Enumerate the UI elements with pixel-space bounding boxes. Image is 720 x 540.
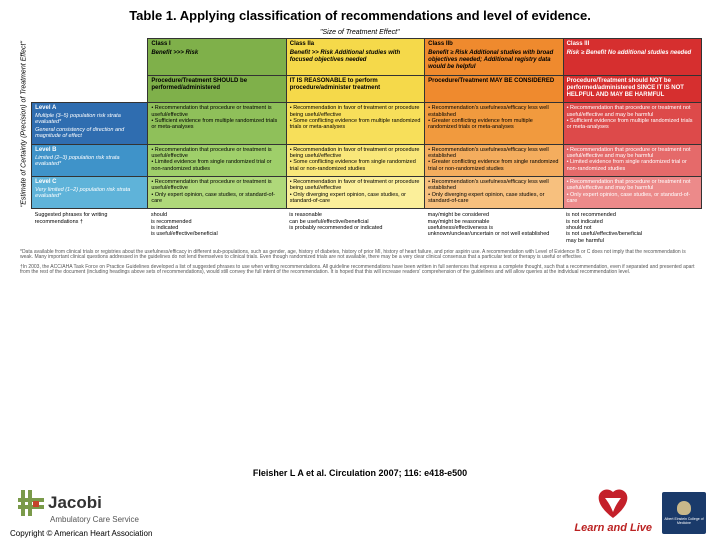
aha-heart-icon xyxy=(592,486,634,520)
cell-iibc: • Recommendation's usefulness/efficacy l… xyxy=(425,177,563,209)
row-level-b: Level B Limited (2–3) population risk st… xyxy=(32,144,148,176)
cell-iiic: • Recommendation that procedure or treat… xyxy=(563,177,701,209)
einstein-logo: Albert Einstein College of Medicine xyxy=(662,492,706,534)
cell-ic: • Recommendation that procedure or treat… xyxy=(148,177,286,209)
phrases-i: should is recommended is indicated is us… xyxy=(148,209,286,246)
classification-table-container: "Size of Treatment Effect" "Estimate of … xyxy=(0,27,720,246)
axis-left: "Estimate of Certainty (Precision) of Tr… xyxy=(18,39,32,209)
cell-iiab: • Recommendation in favor of treatment o… xyxy=(286,144,424,176)
header-class-iii: Class III Risk ≥ Benefit No additional s… xyxy=(563,39,701,76)
cell-iiia: • Recommendation that procedure or treat… xyxy=(563,103,701,145)
header-class-iib: Class IIb Benefit ≥ Risk Additional stud… xyxy=(425,39,563,76)
header-class-iia: Class IIa Benefit >> Risk Additional stu… xyxy=(286,39,424,76)
action-class-iib: Procedure/Treatment MAY BE CONSIDERED xyxy=(425,75,563,102)
row-level-c: Level C Very limited (1–2) population ri… xyxy=(32,177,148,209)
phrases-label: Suggested phrases for writing recommenda… xyxy=(32,209,148,246)
table-title: Table 1. Applying classification of reco… xyxy=(0,0,720,27)
citation: Fleisher L A et al. Circulation 2007; 11… xyxy=(0,468,720,478)
jacobi-sub: Ambulatory Care Service xyxy=(50,515,139,524)
cell-ia: • Recommendation that procedure or treat… xyxy=(148,103,286,145)
header-class-i: Class I Benefit >>> Risk xyxy=(148,39,286,76)
phrases-iia: is reasonable can be useful/effective/be… xyxy=(286,209,424,246)
cell-iibb: • Recommendation's usefulness/efficacy l… xyxy=(425,144,563,176)
classification-table: "Size of Treatment Effect" "Estimate of … xyxy=(18,27,702,246)
footnote-1: *Data available from clinical trials or … xyxy=(0,246,720,261)
cell-ib: • Recommendation that procedure or treat… xyxy=(148,144,286,176)
row-level-a: Level A Multiple (3–5) population risk s… xyxy=(32,103,148,145)
action-class-iii: Procedure/Treatment should NOT be perfor… xyxy=(563,75,701,102)
jacobi-name: Jacobi xyxy=(48,493,102,513)
einstein-head-icon xyxy=(677,501,691,515)
phrases-iii: is not recommended is not indicated shou… xyxy=(563,209,701,246)
phrases-iib: may/might be considered may/might be rea… xyxy=(425,209,563,246)
learn-and-live: Learn and Live xyxy=(574,522,652,534)
copyright: Copyright © American Heart Association xyxy=(10,529,152,538)
cell-iiac: • Recommendation in favor of treatment o… xyxy=(286,177,424,209)
action-class-i: Procedure/Treatment SHOULD be performed/… xyxy=(148,75,286,102)
action-class-iia: IT IS REASONABLE to perform procedure/ad… xyxy=(286,75,424,102)
jacobi-logo: Jacobi xyxy=(18,490,102,516)
footer-logos: Learn and Live Albert Einstein College o… xyxy=(574,486,706,534)
cell-iiaa: • Recommendation in favor of treatment o… xyxy=(286,103,424,145)
axis-top: "Size of Treatment Effect" xyxy=(18,27,702,39)
cell-iiib: • Recommendation that procedure or treat… xyxy=(563,144,701,176)
jacobi-icon xyxy=(18,490,44,516)
einstein-text: Albert Einstein College of Medicine xyxy=(662,517,706,525)
footnote-2: †In 2003, the ACC/AHA Task Force on Prac… xyxy=(0,261,720,276)
phrases-row: Suggested phrases for writing recommenda… xyxy=(18,209,702,246)
cell-iiba: • Recommendation's usefulness/efficacy l… xyxy=(425,103,563,145)
